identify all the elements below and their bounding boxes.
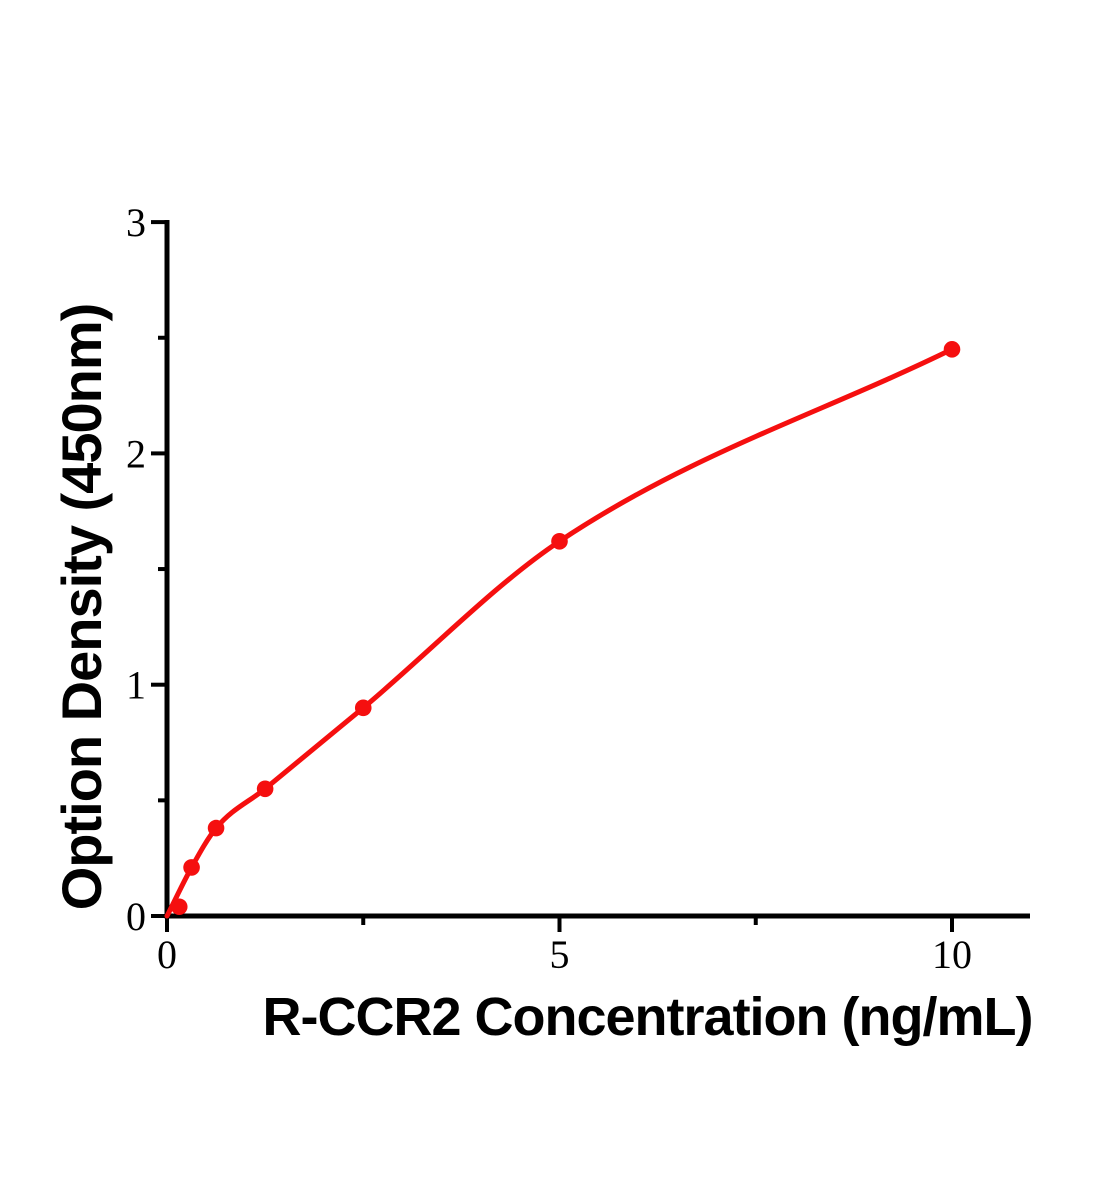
fit-curve (164, 346, 955, 919)
data-point (170, 898, 188, 916)
y-axis-title: Option Density (450nm) (50, 303, 113, 911)
y-tick-label: 2 (126, 431, 146, 476)
x-axis-title: R-CCR2 Concentration (ng/mL) (262, 987, 1034, 1047)
data-point (183, 859, 200, 876)
tick-labels: 0 5 10 0 1 2 3 (126, 200, 972, 977)
data-points-layer (170, 341, 961, 916)
x-tick-label: 10 (932, 932, 972, 977)
data-point (354, 699, 372, 717)
data-point (207, 819, 225, 837)
y-tick-label: 3 (126, 200, 146, 245)
data-point (256, 780, 274, 798)
data-point (551, 532, 568, 550)
fit-curve-layer (164, 346, 955, 919)
x-tick-label: 0 (157, 932, 177, 977)
y-tick-label: 1 (126, 663, 146, 708)
x-tick-label: 5 (550, 932, 570, 977)
axes (151, 220, 1030, 932)
y-tick-label: 0 (126, 894, 146, 939)
data-point (943, 341, 961, 358)
